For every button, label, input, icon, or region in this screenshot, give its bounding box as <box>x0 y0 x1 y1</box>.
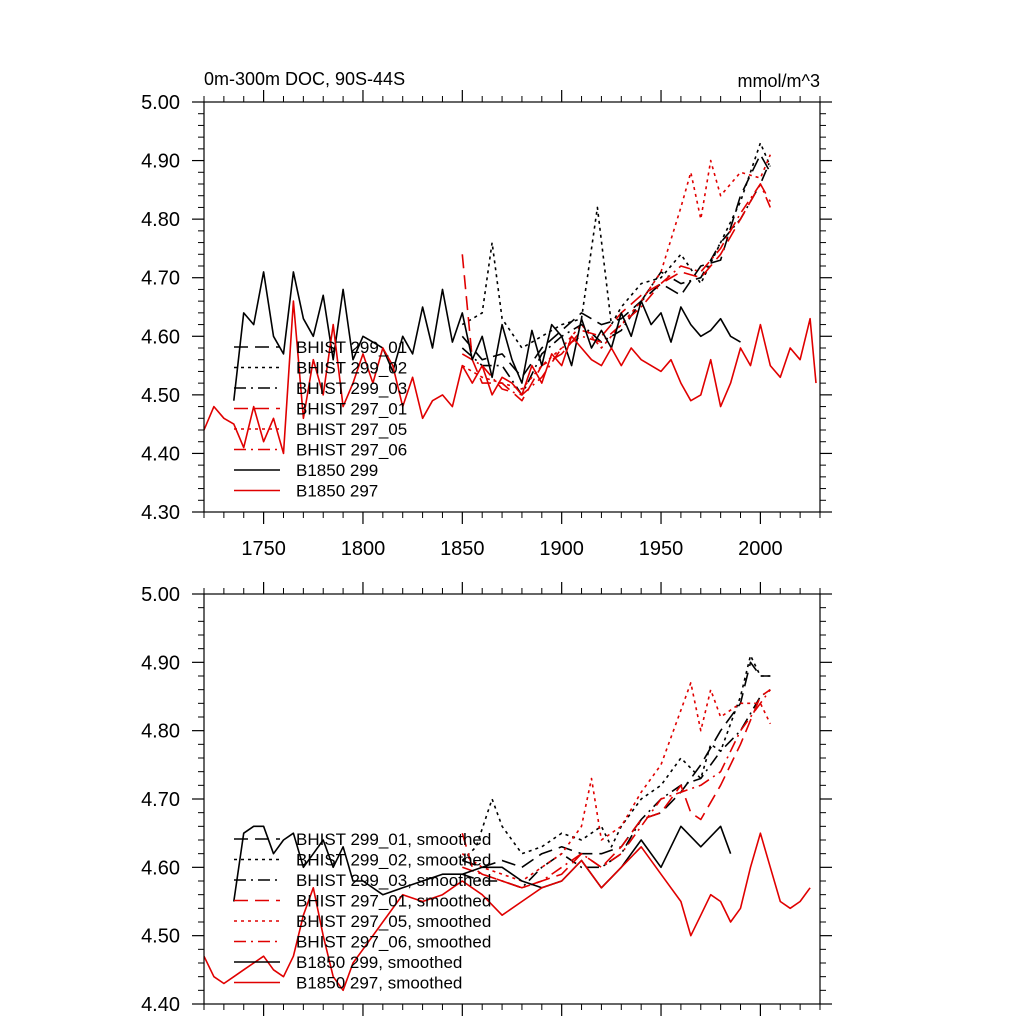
top-xtick-label-2: 1850 <box>440 538 485 560</box>
bottom-legend-label-5: BHIST 297_06, smoothed <box>296 933 491 952</box>
bottom-legend-label-4: BHIST 297_05, smoothed <box>296 912 491 931</box>
top-series-line-5 <box>461 183 772 396</box>
top-legend-label-2: BHIST 299_03 <box>296 379 407 398</box>
top-legend-label-7: B1850 297 <box>296 482 378 501</box>
top-xtick-label-1: 1800 <box>341 538 386 560</box>
top-chart-units: mmol/m^3 <box>738 71 820 91</box>
top-chart-title: 0m-300m DOC, 90S-44S <box>204 69 405 89</box>
bottom-legend-label-3: BHIST 297_01, smoothed <box>296 892 491 911</box>
bottom-ytick-label-2: 4.60 <box>141 857 180 879</box>
top-ytick-label-6: 4.90 <box>141 151 180 173</box>
bottom-ytick-label-0: 4.40 <box>141 994 180 1016</box>
top-ytick-label-2: 4.50 <box>141 385 180 407</box>
top-series-line-6 <box>233 271 741 401</box>
bottom-series-line-7 <box>204 832 811 992</box>
top-legend-label-5: BHIST 297_06 <box>296 441 407 460</box>
top-series-line-0 <box>461 153 771 379</box>
top-plot-frame <box>203 101 821 513</box>
bottom-legend-label-1: BHIST 299_02, smoothed <box>296 851 491 870</box>
top-ytick-label-3: 4.60 <box>141 326 180 348</box>
top-ytick-label-5: 4.80 <box>141 209 180 231</box>
bottom-series-line-1 <box>461 654 771 862</box>
top-xtick-label-3: 1900 <box>539 538 584 560</box>
top-legend-label-1: BHIST 299_02 <box>296 359 407 378</box>
bottom-ytick-label-6: 5.00 <box>141 584 180 606</box>
top-legend-label-3: BHIST 297_01 <box>296 400 407 419</box>
bottom-legend-label-7: B1850 297, smoothed <box>296 974 462 993</box>
bottom-chart: 4.40 4.50 4.60 4.70 4.80 4.90 5.00 BHIST 299_01… <box>141 582 832 1016</box>
top-series-group <box>204 142 817 455</box>
bottom-legend-label-2: BHIST 299_03, smoothed <box>296 871 491 890</box>
top-series-line-2 <box>461 160 772 396</box>
top-ytick-label-0: 4.30 <box>141 502 180 524</box>
top-ytick-label-4: 4.70 <box>141 268 180 290</box>
bottom-series-line-4 <box>461 682 772 882</box>
top-series-line-4 <box>461 154 772 390</box>
bottom-ytick-label-5: 4.90 <box>141 652 180 674</box>
top-series-line-1 <box>461 142 772 349</box>
top-series-line-3 <box>461 183 771 402</box>
bottom-series-line-0 <box>462 661 771 869</box>
bottom-ytick-label-1: 4.50 <box>141 926 180 948</box>
top-ytick-label-1: 4.40 <box>141 443 180 465</box>
bottom-ytick-label-3: 4.70 <box>141 789 180 811</box>
top-legend-label-0: BHIST 299_01 <box>296 338 407 357</box>
top-xtick-label-0: 1750 <box>241 538 286 560</box>
bottom-series-line-5 <box>462 689 771 889</box>
bottom-series-line-6 <box>233 825 732 902</box>
bottom-ytick-label-4: 4.80 <box>141 721 180 743</box>
top-series-line-7 <box>204 300 817 455</box>
bottom-legend-label-0: BHIST 299_01, smoothed <box>296 830 491 849</box>
top-xtick-label-5: 2000 <box>738 538 783 560</box>
top-chart: 1750 1800 1850 1900 1950 2000 4.30 4.40 4.50 4.60… <box>141 90 832 560</box>
top-legend-label-4: BHIST 297_05 <box>296 420 407 439</box>
top-ytick-label-7: 5.00 <box>141 92 180 114</box>
top-legend-label-6: B1850 299 <box>296 461 378 480</box>
bottom-series-group <box>204 654 811 992</box>
bottom-legend-label-6: B1850 299, smoothed <box>296 953 462 972</box>
top-xtick-label-4: 1950 <box>639 538 684 560</box>
